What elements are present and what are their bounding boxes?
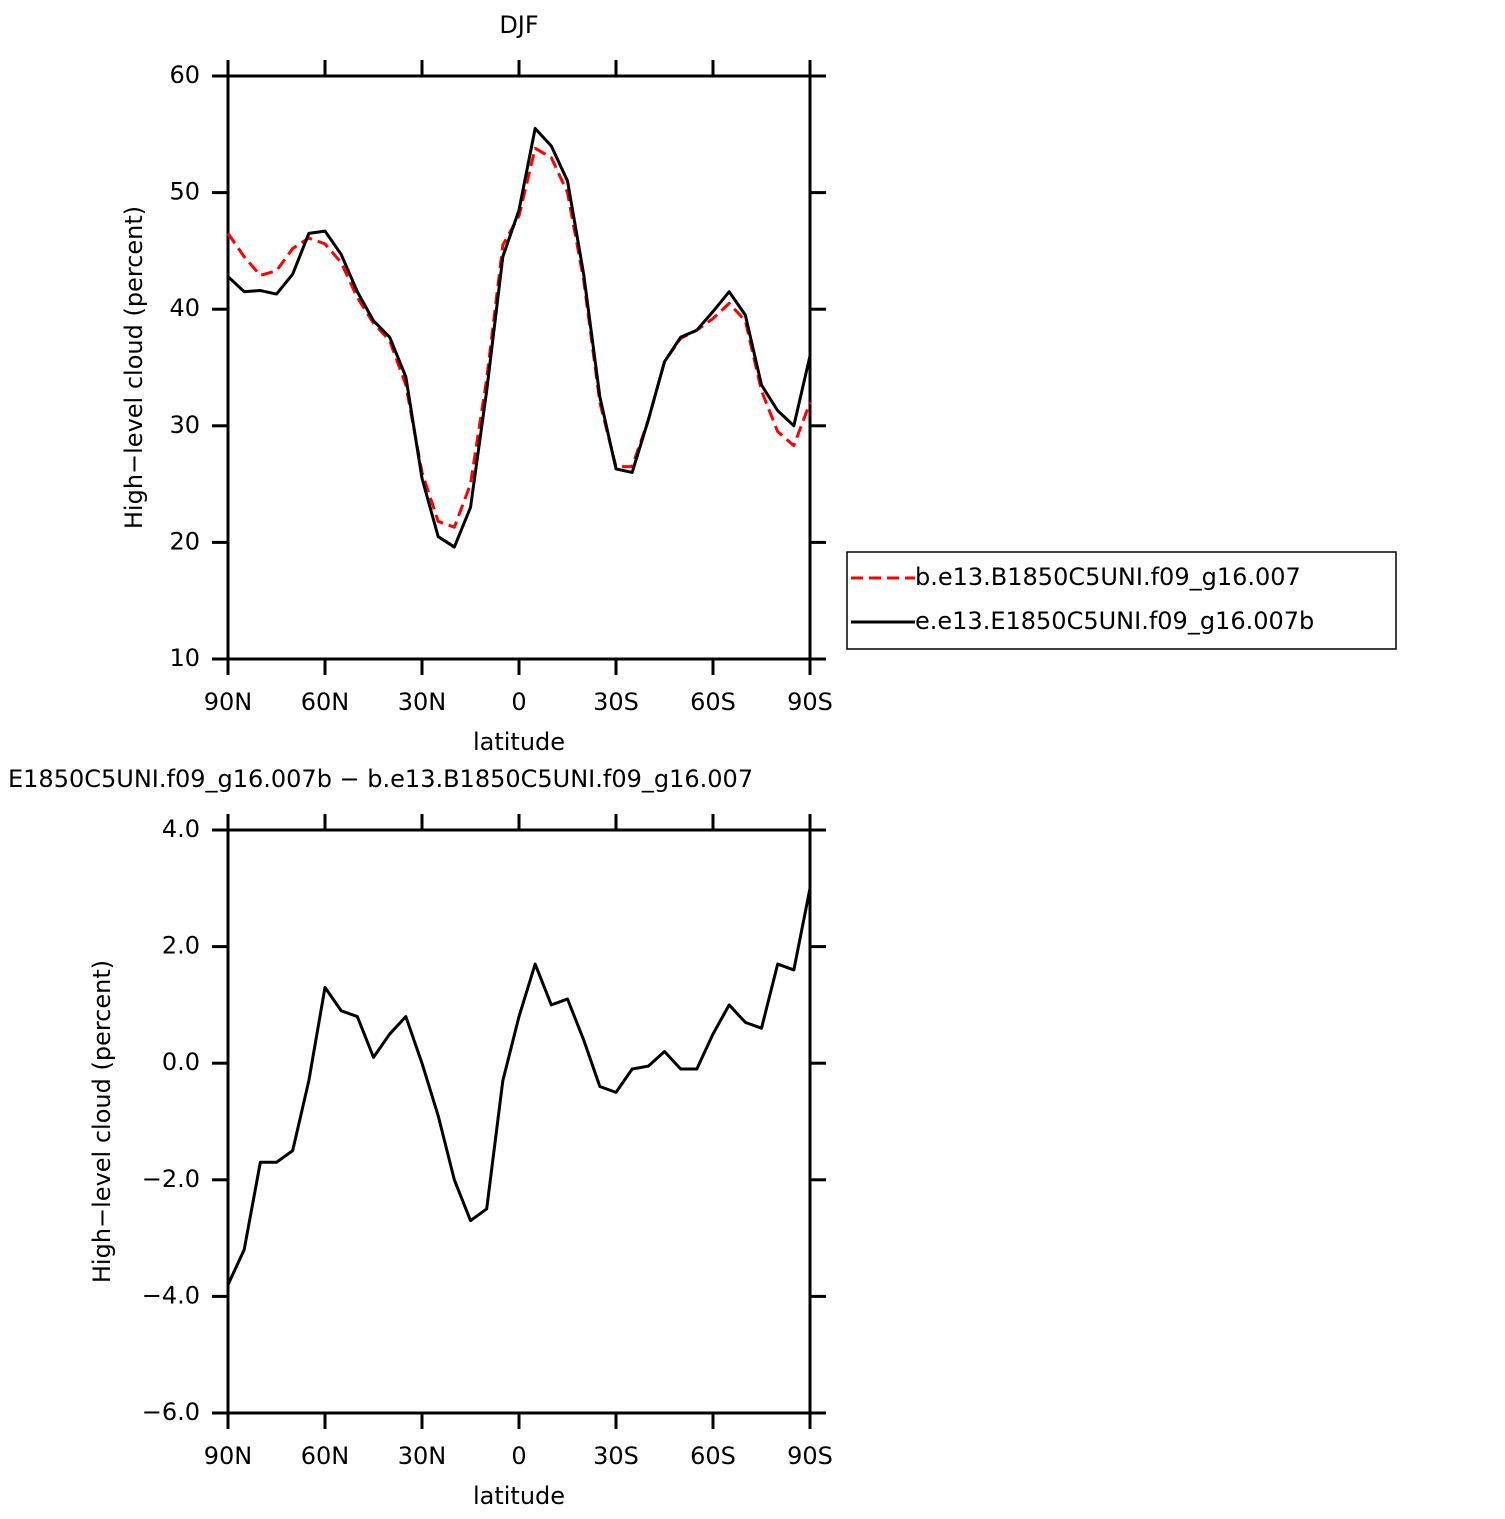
legend-label: e.e13.E1850C5UNI.f09_g16.007b: [915, 607, 1314, 635]
x-axis-label: latitude: [473, 728, 565, 756]
x-axis-label: latitude: [473, 1482, 565, 1510]
y-tick-label: −4.0: [142, 1281, 200, 1309]
data-line: [226, 888, 812, 1286]
y-tick-label: −6.0: [142, 1398, 200, 1426]
legend-box: [846, 551, 1397, 650]
y-tick-label: 10: [169, 644, 200, 672]
plot-frame: [226, 74, 812, 661]
x-tick-label: 60S: [690, 688, 736, 716]
x-tick-label: 30S: [593, 1442, 639, 1470]
y-axis-label: High−level cloud (percent): [120, 206, 148, 529]
y-tick-label: 0.0: [162, 1048, 200, 1076]
x-tick-label: 0: [511, 688, 526, 716]
x-tick-label: 90S: [787, 688, 833, 716]
x-tick-label: 30S: [593, 688, 639, 716]
y-tick-label: 30: [169, 411, 200, 439]
data-line: [226, 146, 812, 529]
chart-title: DJF: [499, 11, 538, 39]
y-tick-label: 2.0: [162, 932, 200, 960]
y-tick-label: 20: [169, 527, 200, 555]
x-tick-label: 60N: [301, 688, 350, 716]
x-tick-label: 30N: [398, 1442, 447, 1470]
data-line: [226, 126, 812, 549]
x-tick-label: 90N: [204, 688, 253, 716]
y-tick-label: −2.0: [142, 1165, 200, 1193]
chart-title: E1850C5UNI.f09_g16.007b − b.e13.B1850C5U…: [8, 765, 753, 793]
x-tick-label: 90N: [204, 1442, 253, 1470]
x-tick-label: 90S: [787, 1442, 833, 1470]
y-tick-label: 50: [169, 178, 200, 206]
x-tick-label: 60S: [690, 1442, 736, 1470]
y-tick-label: 40: [169, 294, 200, 322]
x-tick-label: 60N: [301, 1442, 350, 1470]
x-tick-label: 30N: [398, 688, 447, 716]
y-tick-label: 4.0: [162, 815, 200, 843]
x-tick-label: 0: [511, 1442, 526, 1470]
y-tick-label: 60: [169, 61, 200, 89]
plot-frame: [226, 828, 812, 1415]
legend-label: b.e13.B1850C5UNI.f09_g16.007: [915, 563, 1301, 591]
y-axis-label: High−level cloud (percent): [88, 960, 116, 1283]
